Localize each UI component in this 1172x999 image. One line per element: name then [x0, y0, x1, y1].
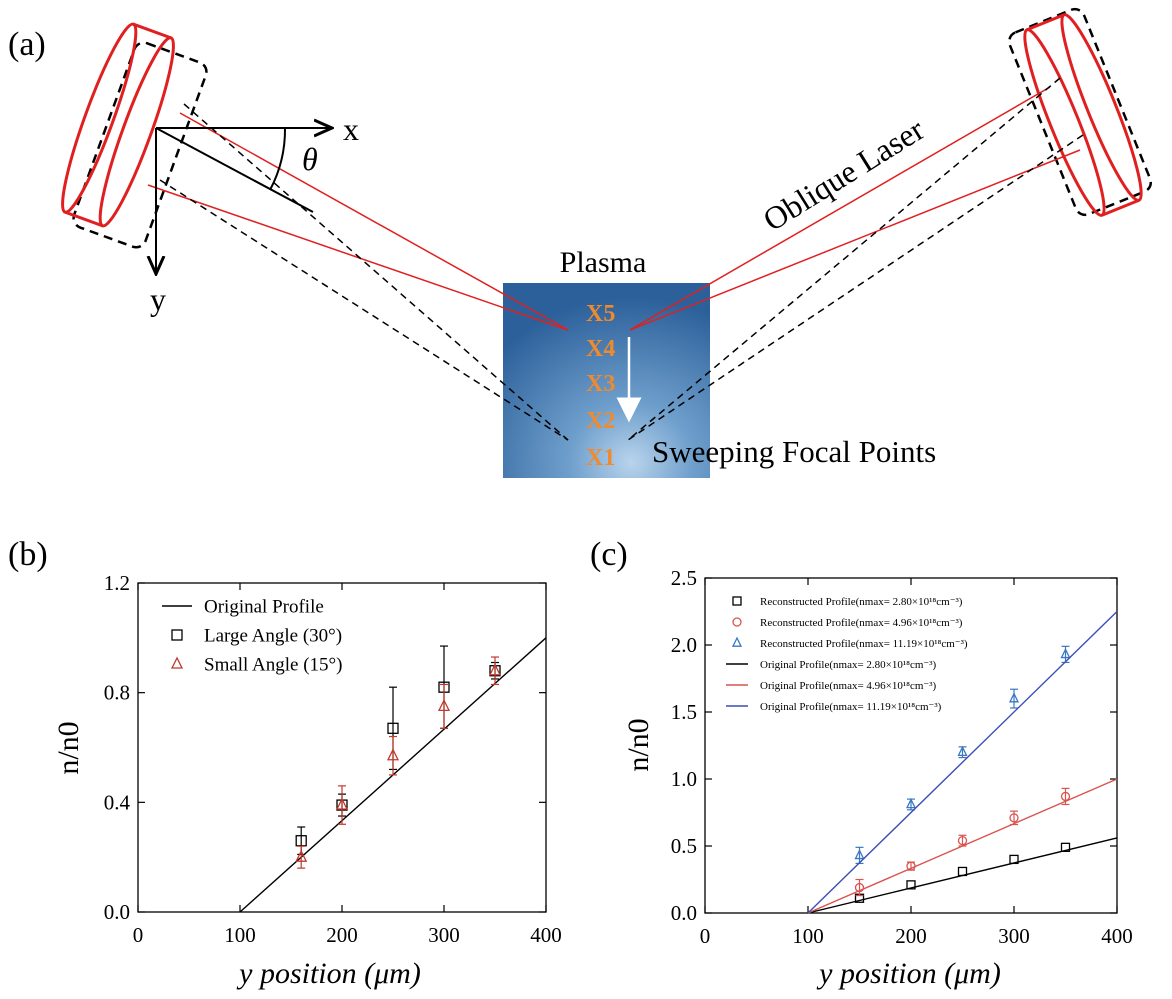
right-lens: [1023, 13, 1143, 217]
y-tick-label: 1.5: [671, 700, 697, 724]
oblique-laser-label: Oblique Laser: [757, 111, 931, 238]
y-tick-labels: 0.0 0.4 0.8 1.2: [104, 571, 131, 924]
legend-label: Original Profile: [204, 597, 324, 618]
chart-b: (b) 0 100 200 300 400 0.0 0.4 0.8 1.2 Original …: [8, 536, 562, 990]
legend-label: Small Angle (15°): [204, 655, 342, 676]
y-tick-label: 0.0: [104, 900, 130, 924]
legend-marker-swatch: [171, 629, 183, 641]
dashed-rays: [159, 77, 1084, 441]
focal-point-x4: X4: [586, 336, 615, 362]
legend-marker-swatch: [732, 596, 742, 606]
data-point: [854, 882, 865, 893]
data-point: [1009, 813, 1019, 823]
y-tick-label: 2.0: [671, 633, 697, 657]
tick-marks: [137, 582, 547, 913]
axis-y-label: y: [150, 281, 166, 317]
coordinate-axes: [156, 128, 330, 272]
legend-label: Large Angle (30°): [204, 626, 342, 647]
y-tick-label: 1.0: [671, 767, 697, 791]
focal-point-x5: X5: [586, 301, 615, 327]
legend-label: Original Profile(nmax= 2.80×10¹⁸cm⁻³): [760, 659, 937, 671]
legend-label: Reconstructed Profile(nmax= 11.19×10¹⁸cm…: [760, 638, 968, 650]
x-tick-label: 300: [428, 923, 460, 947]
x-axis-title: y position (μm): [236, 957, 421, 990]
data-point: [386, 748, 400, 761]
y-axis-title: n/n0: [622, 718, 655, 771]
focal-point-labels: X5 X4 X3 X2 X1: [586, 301, 615, 471]
data-point: [1060, 791, 1071, 802]
focal-point-x1: X1: [586, 445, 615, 471]
x-tick-labels: 0 100 200 300 400: [133, 923, 562, 947]
theta-label: θ: [302, 141, 318, 177]
data-point: [1060, 647, 1071, 659]
x-tick-label: 400: [1101, 924, 1133, 948]
legend-label: Original Profile(nmax= 4.96×10¹⁸cm⁻³): [760, 680, 937, 692]
legend: Original Profile Large Angle (30°) Small A…: [162, 597, 342, 676]
y-axis-title: n/n0: [52, 721, 85, 774]
data-point: [295, 849, 308, 862]
panel-a-label: (a): [8, 26, 46, 63]
x-tick-labels: 0 100 200 300 400: [700, 924, 1133, 948]
plasma-box: [503, 283, 710, 478]
legend-marker-swatch: [732, 617, 742, 627]
focal-point-x3: X3: [586, 371, 615, 397]
x-axis-title: y position (μm): [816, 957, 1001, 990]
series-line-5: [807, 610, 1118, 914]
x-tick-label: 200: [326, 923, 358, 947]
data-point: [488, 663, 502, 676]
legend: Reconstructed Profile(nmax= 2.80×10¹⁸cm⁻…: [726, 596, 968, 713]
y-tick-label: 0.0: [671, 901, 697, 925]
left-lens: [61, 22, 175, 228]
plasma-label: Plasma: [560, 246, 647, 279]
data-point: [906, 880, 916, 890]
data-point: [335, 797, 349, 810]
y-tick-label: 0.5: [671, 834, 697, 858]
series-line-4: [807, 778, 1118, 914]
x-tick-label: 300: [998, 924, 1030, 948]
focal-point-x2: X2: [586, 408, 615, 434]
tick-marks: [704, 577, 1118, 914]
x-tick-label: 200: [895, 924, 927, 948]
y-tick-label: 0.4: [104, 790, 131, 814]
legend-marker-swatch: [170, 656, 184, 669]
y-tick-label: 1.2: [104, 571, 130, 595]
legend-label: Reconstructed Profile(nmax= 2.80×10¹⁸cm⁻…: [760, 596, 963, 608]
x-tick-label: 0: [700, 924, 711, 948]
right-lens-dashed: [1007, 7, 1153, 217]
series-line-3: [807, 837, 1118, 914]
sweep-label: Sweeping Focal Points: [652, 434, 936, 469]
axis-x-label: x: [343, 111, 359, 147]
legend-label: Reconstructed Profile(nmax= 4.96×10¹⁸cm⁻…: [760, 617, 963, 629]
data-point: [854, 848, 865, 860]
x-tick-label: 400: [530, 923, 562, 947]
data-point: [1060, 842, 1071, 852]
data-point: [437, 698, 451, 712]
data-point: [1008, 692, 1020, 703]
legend-label: Original Profile(nmax= 11.19×10¹⁸cm⁻³): [760, 701, 942, 713]
y-tick-label: 0.8: [104, 681, 130, 705]
y-tick-labels: 0.0 0.5 1.0 1.5 2.0 2.5: [671, 566, 697, 925]
legend-marker-swatch: [731, 636, 743, 647]
panel-b-label: (b): [8, 536, 48, 573]
x-tick-label: 0: [133, 923, 144, 947]
y-tick-label: 2.5: [671, 566, 697, 590]
laser-rays: [147, 86, 1081, 331]
chart-c: (c) 0 100 200 300 400 0.0 0.5 1.0 1.5 2.0 2.5 Rec…: [590, 536, 1133, 990]
series-layer: [807, 610, 1118, 914]
series-layer: [239, 637, 547, 913]
left-lens-dashed: [72, 41, 208, 249]
x-tick-label: 100: [792, 924, 824, 948]
x-tick-label: 100: [224, 923, 256, 947]
data-point: [957, 835, 968, 846]
data-point: [957, 745, 968, 757]
data-point: [387, 722, 399, 734]
panel-c-label: (c): [590, 536, 628, 573]
panel-a-diagram: (a) Plasma: [8, 7, 1153, 478]
data-point: [905, 797, 917, 809]
